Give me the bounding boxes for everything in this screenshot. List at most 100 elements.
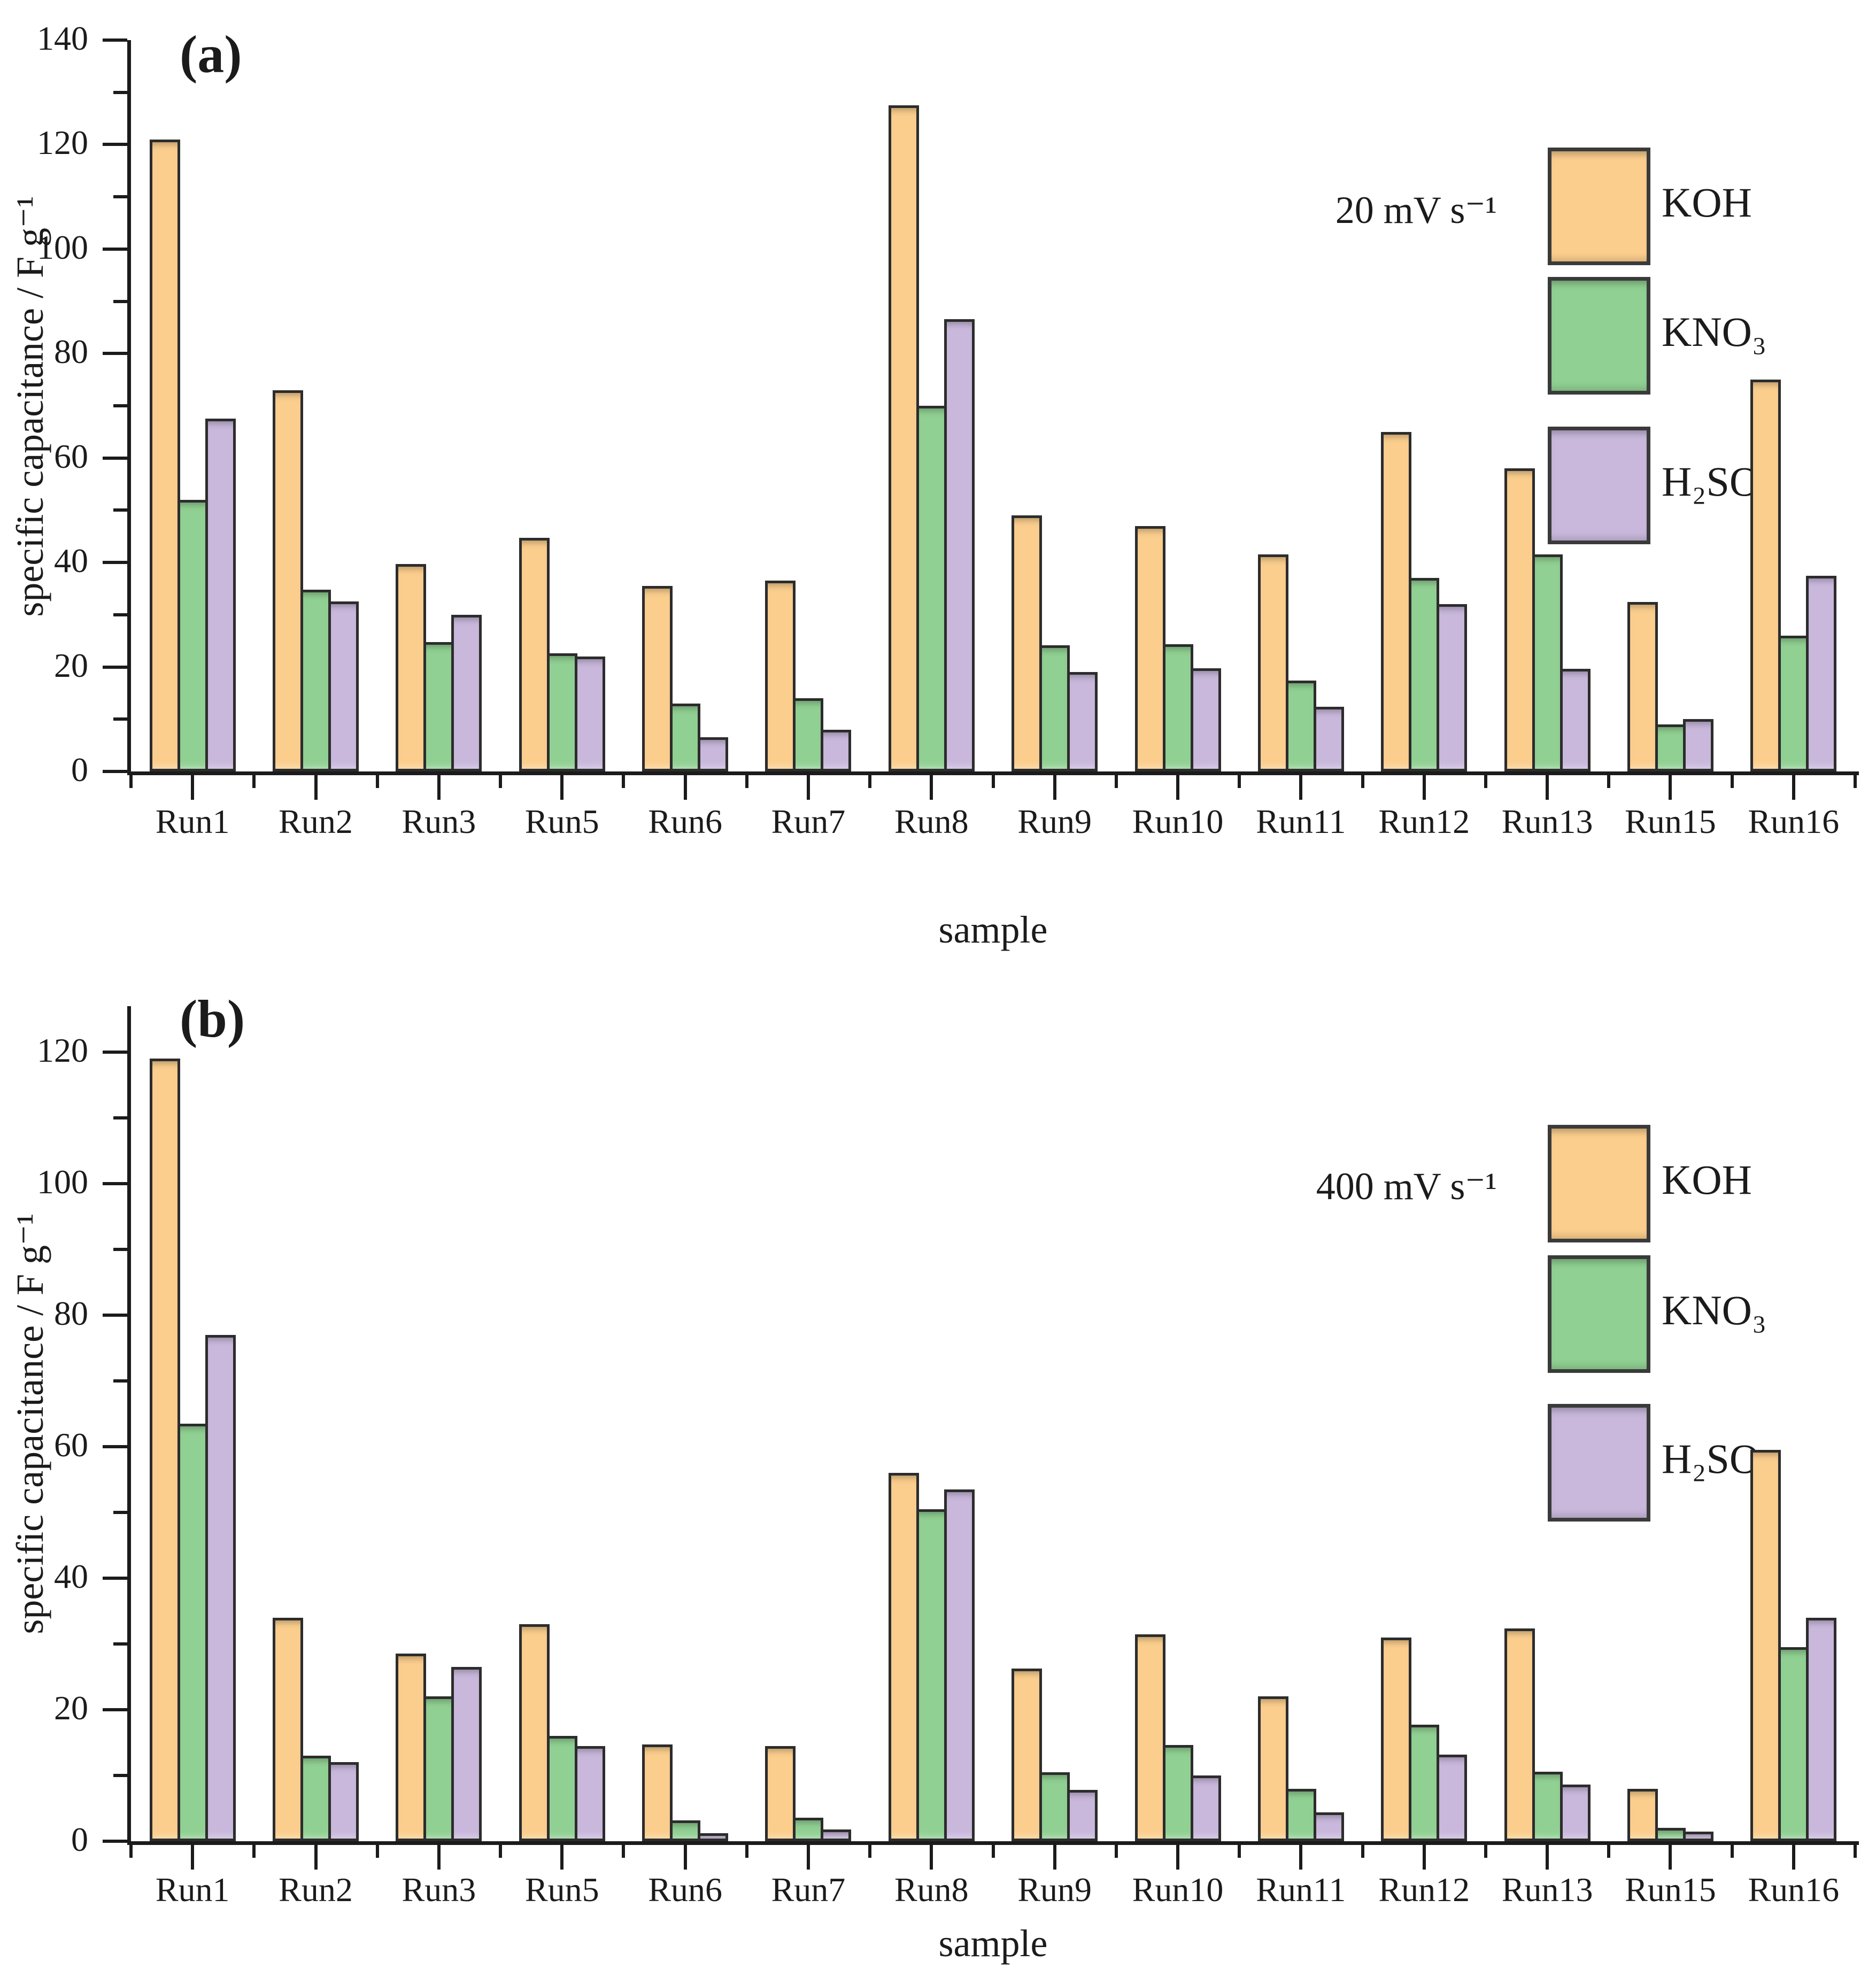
x-boundary-tick <box>252 1845 256 1858</box>
bar-Run10-KNO₃ <box>1162 1745 1193 1841</box>
x-major-tick <box>1422 775 1426 800</box>
x-major-tick <box>1176 1845 1180 1870</box>
x-category-label-Run5: Run5 <box>524 1871 599 1909</box>
bar-Run5-H₂SO₄ <box>574 657 605 771</box>
x-axis-line <box>127 1841 1859 1845</box>
x-boundary-tick <box>1730 775 1734 788</box>
panel-a-x-axis-title: sample <box>938 908 1048 951</box>
bar-Run9-KOH <box>1012 1668 1043 1841</box>
x-category-label-Run10: Run10 <box>1132 1871 1224 1909</box>
x-major-tick <box>1299 775 1303 800</box>
x-major-tick <box>314 775 318 800</box>
x-boundary-tick <box>1730 1845 1734 1858</box>
legend-swatch-kno3 <box>1548 277 1650 395</box>
bar-Run16-KOH <box>1750 1450 1781 1841</box>
legend-label-kno3: KNO₃ <box>1662 1287 1767 1333</box>
bar-Run1-KNO₃ <box>177 1424 208 1841</box>
x-boundary-tick <box>868 1845 872 1858</box>
x-major-tick <box>930 1845 933 1870</box>
y-major-tick <box>103 1445 127 1449</box>
bar-Run12-KOH <box>1381 1637 1412 1841</box>
bar-Run12-H₂SO₄ <box>1437 604 1468 771</box>
bar-Run2-KOH <box>273 1617 304 1841</box>
bar-Run13-KNO₃ <box>1532 1771 1563 1841</box>
y-tick-label: 80 <box>54 333 88 371</box>
panel-b-letter: (b) <box>180 989 245 1048</box>
x-boundary-tick <box>868 775 872 788</box>
bar-Run7-KNO₃ <box>793 698 824 771</box>
bar-Run1-KOH <box>149 139 180 771</box>
bar-Run2-KNO₃ <box>300 589 331 771</box>
y-minor-tick <box>113 195 127 199</box>
x-boundary-tick <box>1361 775 1364 788</box>
bar-Run10-H₂SO₄ <box>1190 668 1221 771</box>
x-category-label-Run5: Run5 <box>524 802 599 840</box>
legend-swatch-h2so4 <box>1548 1404 1650 1522</box>
legend-label-kno3: KNO₃ <box>1662 308 1767 355</box>
y-major-tick <box>103 38 127 42</box>
x-category-label-Run12: Run12 <box>1378 802 1470 840</box>
panel-a-scan-rate-annotation: 20 mV s⁻¹ <box>1335 189 1497 231</box>
x-boundary-tick <box>1238 775 1241 788</box>
panel-a-letter: (a) <box>180 25 242 84</box>
x-major-tick <box>191 1845 195 1870</box>
x-category-label-Run10: Run10 <box>1132 802 1224 840</box>
bar-Run11-H₂SO₄ <box>1313 1812 1344 1841</box>
x-category-label-Run1: Run1 <box>155 802 230 840</box>
bar-Run2-H₂SO₄ <box>328 1762 359 1841</box>
x-boundary-tick <box>375 775 379 788</box>
y-tick-label: 120 <box>37 1031 88 1070</box>
y-minor-tick <box>113 1642 127 1646</box>
bar-Run2-KNO₃ <box>300 1756 331 1841</box>
y-minor-tick <box>113 404 127 407</box>
x-boundary-tick <box>499 775 503 788</box>
x-major-tick <box>314 1845 318 1870</box>
bar-Run1-KOH <box>149 1059 180 1841</box>
x-major-tick <box>560 1845 564 1870</box>
y-major-tick <box>103 1051 127 1054</box>
x-category-label-Run7: Run7 <box>771 802 846 840</box>
y-axis-line <box>127 40 131 775</box>
bar-Run15-H₂SO₄ <box>1682 1831 1713 1841</box>
legend-label-koh: KOH <box>1662 179 1752 226</box>
x-boundary-tick <box>1114 775 1118 788</box>
bar-Run10-KOH <box>1134 1634 1165 1841</box>
x-boundary-tick <box>622 775 626 788</box>
bar-Run10-H₂SO₄ <box>1190 1775 1221 1841</box>
x-category-label-Run13: Run13 <box>1501 802 1593 840</box>
x-category-label-Run2: Run2 <box>279 802 353 840</box>
x-major-tick <box>683 1845 687 1870</box>
bar-Run5-H₂SO₄ <box>574 1746 605 1841</box>
x-major-tick <box>191 775 195 800</box>
x-boundary-tick <box>745 1845 748 1858</box>
bar-Run6-KNO₃ <box>670 1820 701 1841</box>
x-major-tick <box>930 775 933 800</box>
y-tick-label: 140 <box>37 19 88 57</box>
x-major-tick <box>1053 1845 1056 1870</box>
x-boundary-tick <box>1114 1845 1118 1858</box>
panel-b-scan-rate-annotation: 400 mV s⁻¹ <box>1316 1165 1497 1208</box>
y-tick-label: 0 <box>71 751 88 789</box>
y-major-tick <box>103 352 127 356</box>
x-major-tick <box>1669 1845 1672 1870</box>
legend-swatch-h2so4 <box>1548 427 1650 544</box>
y-major-tick <box>103 665 127 669</box>
bar-Run13-KNO₃ <box>1532 554 1563 771</box>
bar-Run2-H₂SO₄ <box>328 601 359 771</box>
y-minor-tick <box>113 299 127 303</box>
legend-swatch-koh <box>1548 148 1650 265</box>
x-major-tick <box>806 1845 810 1870</box>
bar-Run12-KNO₃ <box>1409 1725 1440 1841</box>
panel-b-x-axis-title: sample <box>938 1922 1048 1965</box>
y-tick-label: 40 <box>54 1557 88 1596</box>
x-major-tick <box>1792 1845 1795 1870</box>
x-category-label-Run1: Run1 <box>155 1871 230 1909</box>
x-category-label-Run8: Run8 <box>894 1871 969 1909</box>
bar-Run3-KOH <box>396 1654 427 1841</box>
bar-Run15-KOH <box>1627 602 1658 771</box>
legend-swatch-kno3 <box>1548 1255 1650 1373</box>
bar-Run7-KOH <box>765 1746 796 1841</box>
x-category-label-Run13: Run13 <box>1501 1871 1593 1909</box>
bar-Run3-H₂SO₄ <box>451 1667 482 1841</box>
